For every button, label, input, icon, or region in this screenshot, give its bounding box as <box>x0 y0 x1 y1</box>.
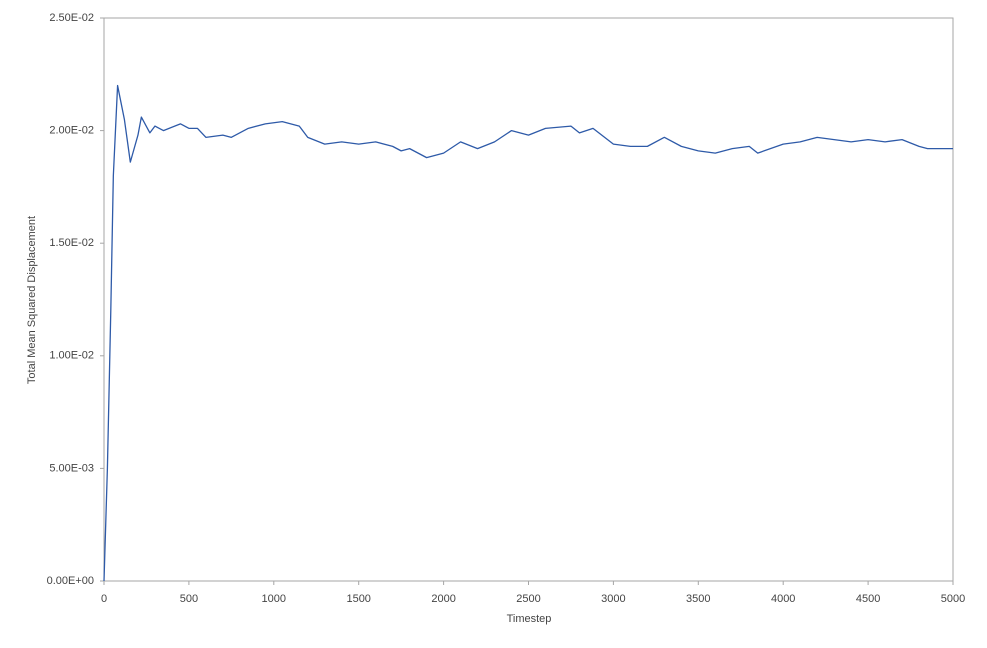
x-tick-label: 3000 <box>601 593 625 605</box>
data-line <box>103 84 953 582</box>
x-tick-label: 1500 <box>346 593 370 605</box>
x-tick-label: 2500 <box>516 593 540 605</box>
plot-area <box>103 17 954 582</box>
x-tick-label: 1000 <box>262 593 286 605</box>
y-tick-label: 2.50E-02 <box>49 12 94 24</box>
x-tick-label: 5000 <box>941 593 965 605</box>
y-tick-label: 5.00E-03 <box>49 462 94 474</box>
x-tick-label: 4000 <box>771 593 795 605</box>
y-tick-label: 0.00E+00 <box>47 575 94 587</box>
y-tick-label: 1.00E-02 <box>49 350 94 362</box>
x-tick-label: 4500 <box>856 593 880 605</box>
x-tick-label: 500 <box>180 593 198 605</box>
y-axis-title: Total Mean Squared Displacement <box>26 216 38 384</box>
x-tick-label: 2000 <box>431 593 455 605</box>
x-tick-label: 3500 <box>686 593 710 605</box>
x-axis-title: Timestep <box>507 613 552 625</box>
y-tick-label: 1.50E-02 <box>49 237 94 249</box>
y-tick-label: 2.00E-02 <box>49 125 94 137</box>
x-tick-label: 0 <box>101 593 107 605</box>
